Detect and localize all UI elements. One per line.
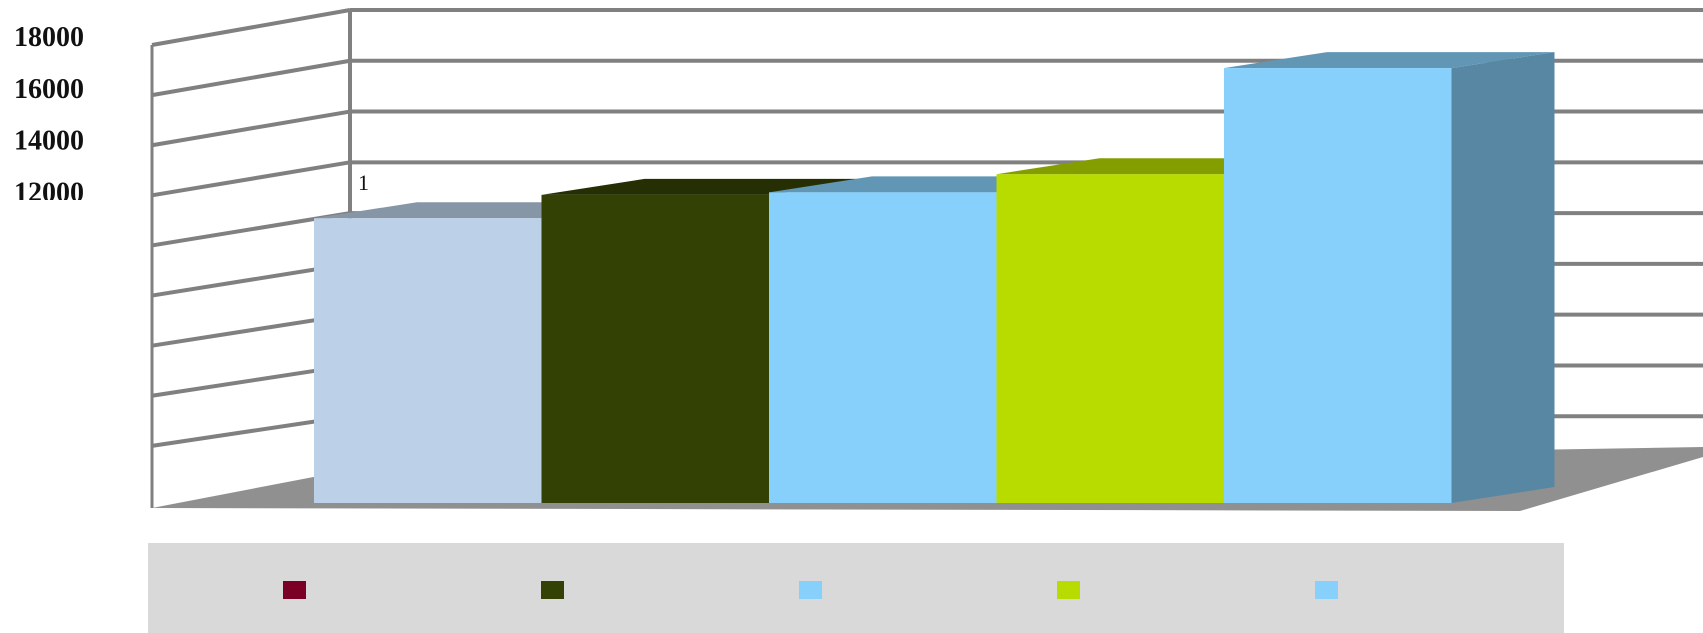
y-tick-label: 14000	[14, 126, 84, 157]
bar-top	[1224, 52, 1555, 69]
gridline-left-wall	[151, 109, 351, 148]
y-tick-label: 16000	[14, 74, 84, 105]
gridline-left-wall	[151, 160, 351, 198]
tick-mask	[0, 200, 150, 212]
bar	[541, 178, 872, 503]
bar	[1224, 52, 1555, 504]
legend	[148, 543, 1564, 633]
bar	[314, 202, 645, 503]
gridline-left-wall	[151, 8, 351, 47]
legend-box	[148, 543, 1564, 633]
gridline-left-wall	[151, 58, 351, 98]
bar-front	[996, 174, 1224, 503]
bar-front	[1224, 68, 1452, 504]
legend-swatch	[541, 581, 564, 599]
bar-side	[1451, 52, 1555, 504]
data-label: 1	[358, 170, 369, 195]
legend-swatch	[283, 581, 306, 599]
legend-swatch	[1315, 581, 1338, 599]
bar-front	[314, 218, 542, 503]
y-tick-label: 18000	[14, 22, 84, 53]
legend-swatch	[1057, 581, 1080, 599]
bar-front	[541, 194, 769, 503]
bar-front	[769, 192, 997, 504]
annotations: 1	[358, 170, 369, 195]
legend-swatch	[799, 581, 822, 599]
bars	[314, 52, 1555, 504]
